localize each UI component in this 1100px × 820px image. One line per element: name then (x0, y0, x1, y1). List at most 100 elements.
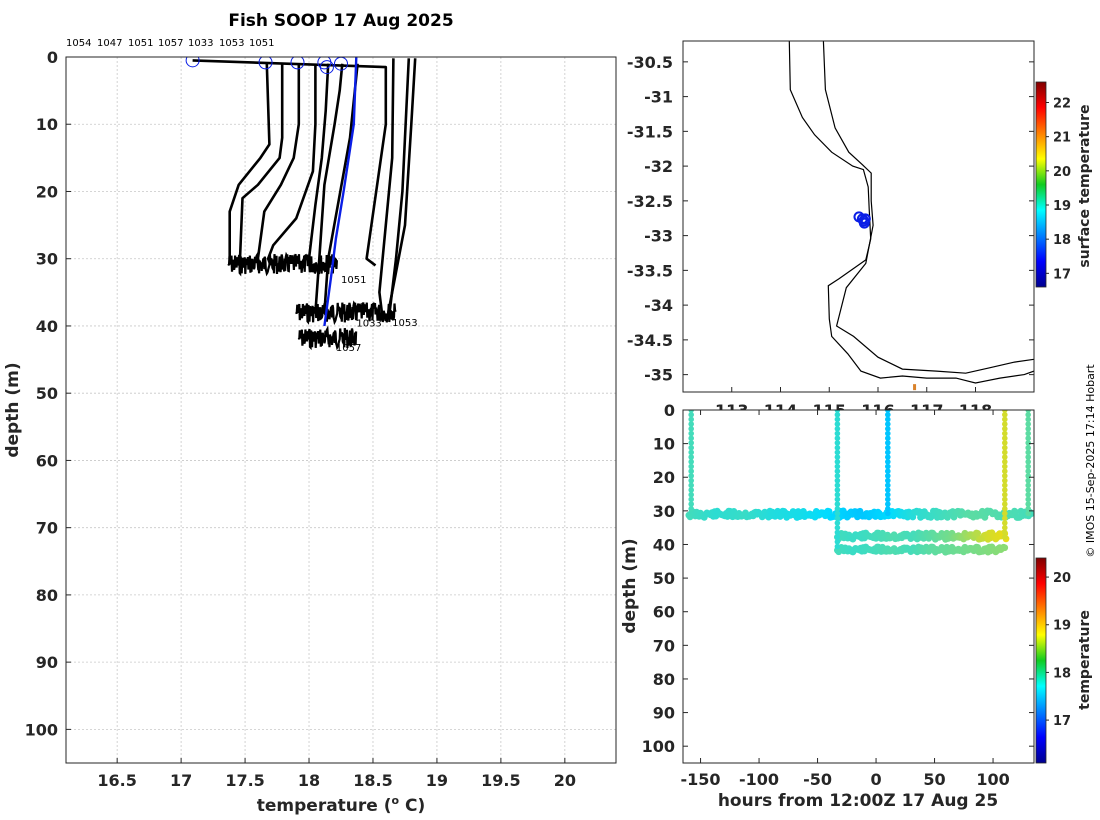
profile-noise-band (297, 325, 358, 351)
temperature-sample (1002, 454, 1008, 460)
profile-id-label: 1051 (128, 38, 153, 49)
profiles-panel: 1051 1033 1053 1057 16.5 17 17.5 18 18.5 19 19.5 2… (3, 38, 617, 816)
profiles-ytick-label: 20 (36, 182, 58, 201)
temperature-sample (885, 477, 891, 484)
time-depth-xtick-label: -150 (681, 770, 721, 789)
temperature-sample (688, 477, 694, 484)
coastline-inner (822, 41, 1034, 374)
time-depth-ytick-label: 50 (653, 569, 675, 588)
temperature-sample (1025, 506, 1031, 512)
time-depth-xtick-label: 100 (976, 770, 1009, 789)
temperature-profile-line (256, 63, 301, 266)
temperature-sample (1025, 421, 1031, 427)
profiles-ytick-label: 80 (36, 586, 58, 605)
temperature-sample (1025, 430, 1031, 437)
temperature-sample (1025, 440, 1031, 446)
map-ytick-label: -32 (644, 157, 673, 176)
map-axes-box (682, 40, 1035, 393)
temperature-sample (825, 508, 833, 515)
profiles-xtick-label: 19 (426, 771, 448, 790)
time-depth-plot-area (685, 410, 1034, 556)
temperature-sample (834, 496, 841, 503)
temperature-sample (1025, 482, 1031, 489)
temperature-profile-line (238, 63, 284, 266)
temperature-sample (1002, 440, 1008, 446)
temperature-sample (1025, 444, 1031, 451)
profiles-ticks: 16.5 17 17.5 18 18.5 19 19.5 20 0 10 20 30 40 50 60 70 8… (25, 48, 576, 790)
temperature-sample (834, 410, 841, 413)
map-marker (913, 384, 917, 391)
temperature-profile-line (266, 63, 317, 266)
temperature-sample (1002, 416, 1008, 423)
temperature-sample (834, 543, 841, 550)
temperature-sample (885, 426, 891, 432)
surface-colorbar-label: surface temperature (1077, 104, 1093, 267)
temperature-sample (834, 449, 841, 456)
temperature-sample (688, 487, 694, 493)
temperature-sample (885, 421, 891, 427)
temperature-sample (834, 454, 841, 460)
temperature-sample (688, 454, 694, 460)
surface-colorbar-tick-label: 18 (1053, 233, 1071, 248)
mean-profile-line (323, 57, 358, 327)
temperature-sample (1025, 454, 1031, 460)
temperature-sample (834, 463, 841, 470)
temperature-profile-line (192, 59, 388, 267)
temperature-sample (1002, 515, 1008, 522)
temperature-sample (1025, 449, 1031, 456)
temperature-sample (688, 459, 694, 465)
temperature-sample (1025, 487, 1031, 493)
surface-colorbar-tick-label: 20 (1053, 165, 1071, 180)
temperature-sample (885, 463, 891, 470)
surface-colorbar-tick-label: 17 (1053, 267, 1071, 282)
temperature-sample (1025, 510, 1031, 517)
temperature-sample (1002, 449, 1008, 456)
time-depth-ytick-label: 60 (653, 603, 675, 622)
temperature-colorbar-tick-label: 20 (1053, 571, 1071, 586)
temperature-sample (1002, 520, 1008, 526)
temperature-sample (1002, 501, 1008, 507)
profile-end-label: 1057 (336, 343, 361, 354)
temperature-sample (1025, 477, 1031, 484)
temperature-sample (1025, 491, 1031, 498)
profiles-ytick-label: 40 (36, 317, 58, 336)
temperature-profile-line (378, 58, 395, 313)
surface-colorbar-gradient (1035, 81, 1047, 288)
temperature-sample (1025, 459, 1031, 465)
temperature-sample (885, 454, 891, 460)
temperature-sample (1025, 411, 1031, 418)
temperature-sample (834, 510, 841, 517)
map-ytick-label: -34 (644, 296, 673, 315)
temperature-sample (688, 496, 694, 503)
time-depth-ytick-label: 40 (653, 535, 675, 554)
surface-marker (319, 60, 334, 75)
time-depth-ytick-label: 90 (653, 704, 675, 723)
temperature-sample (885, 440, 891, 446)
profiles-xtick-label: 18 (298, 771, 320, 790)
temperature-sample (834, 506, 841, 512)
profile-end-label: 1051 (341, 275, 366, 286)
temperature-sample (688, 482, 694, 489)
time-depth-ylabel: depth (m) (620, 538, 640, 633)
map-ytick-label: -33 (644, 227, 673, 246)
surface-marker (258, 57, 273, 70)
profile-end-label: 1033 (356, 319, 381, 330)
temperature-sample (1002, 410, 1008, 413)
surface-colorbar-tick-label: 22 (1053, 97, 1071, 112)
time-depth-xlabel: hours from 12:00Z 17 Aug 25 (718, 791, 998, 811)
profile-id-label: 1054 (66, 38, 91, 49)
profiles-xtick-label: 16.5 (97, 771, 136, 790)
temperature-sample (834, 426, 841, 432)
temperature-sample (1025, 410, 1031, 413)
profile-id-label: 1057 (158, 38, 183, 49)
temperature-sample (1002, 534, 1008, 540)
surface-colorbar-tick-label: 19 (1053, 199, 1071, 214)
temperature-sample (1002, 524, 1008, 531)
profile-id-label: 1033 (188, 38, 213, 49)
temperature-sample (834, 477, 841, 484)
temperature-sample (834, 421, 841, 427)
map-plot-area (788, 41, 1034, 391)
temperature-sample (885, 473, 891, 479)
temperature-sample (1002, 529, 1008, 536)
time-depth-xtick-label: -100 (739, 770, 779, 789)
